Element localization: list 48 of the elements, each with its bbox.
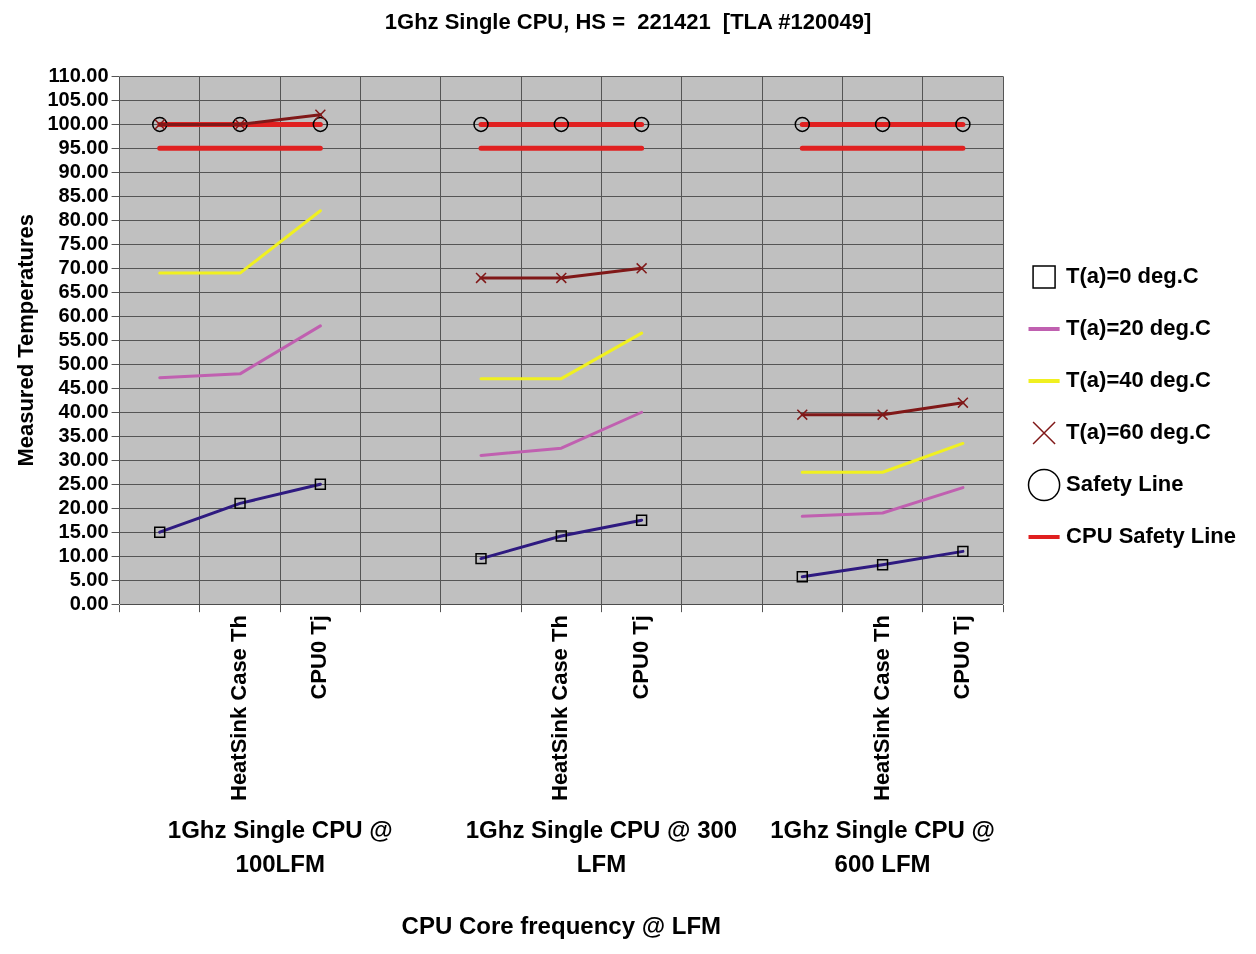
point (555, 272, 568, 284)
text: 1Ghz Single CPU @ 100LFM (167, 816, 393, 877)
point (957, 396, 969, 409)
y-tick-label: 25.00 (58, 471, 109, 494)
x-tick-label: HeatSink Case Th (868, 615, 894, 801)
y-tick-label: 5.00 (69, 567, 109, 590)
point (475, 272, 487, 284)
y-tick-label: 15.00 (58, 519, 109, 542)
y-tick-label: 105.00 (47, 87, 109, 110)
point (796, 408, 808, 421)
y-tick-label: 110.00 (48, 63, 109, 86)
chart-title: 1Ghz Single CPU, HS = 221421 [TLA #120049] (384, 9, 872, 35)
y-tick-label: 95.00 (58, 135, 109, 158)
point (314, 109, 327, 121)
legend-label: T(a)=0 deg.C (1066, 263, 1199, 289)
x-tick-label: HeatSink Case Th (547, 615, 573, 801)
point (876, 408, 889, 421)
y-tick-label: 40.00 (58, 399, 109, 422)
x-axis-title: CPU Core frequency @ LFM (401, 912, 722, 939)
x-tick-label: CPU0 Tj (948, 615, 974, 700)
y-axis-title: Measured Temperatures (13, 213, 39, 467)
y-tick-label: 80.00 (58, 207, 109, 230)
y-tick-label: 50.00 (58, 351, 109, 374)
y-tick-label: 10.00 (58, 543, 109, 566)
legend-label: Safety Line (1066, 471, 1184, 497)
x-tick-label: HeatSink Case Th (226, 615, 252, 801)
y-tick-label: 30.00 (58, 447, 109, 470)
y-tick-label: 35.00 (58, 423, 109, 446)
text: 1Ghz Single CPU @ 600 LFM (770, 816, 995, 877)
y-tick-label: 85.00 (58, 183, 109, 206)
y-tick-label: 45.00 (58, 375, 109, 398)
y-tick-label: 60.00 (58, 303, 109, 326)
legend-label: T(a)=20 deg.C (1066, 315, 1212, 341)
y-tick-label: 90.00 (58, 159, 109, 182)
y-tick-label: 70.00 (58, 255, 109, 278)
x-tick-label: CPU0 Tj (306, 615, 332, 700)
y-tick-label: 0.00 (69, 591, 109, 614)
legend-label: CPU Safety Line (1066, 523, 1237, 549)
y-tick-label: 75.00 (58, 231, 109, 254)
point (635, 262, 648, 275)
y-tick-label: 20.00 (58, 495, 109, 518)
y-tick-label: 55.00 (58, 327, 109, 350)
x-tick-label: CPU0 Tj (627, 615, 653, 700)
y-tick-label: 100.00 (47, 111, 109, 134)
legend-label: T(a)=40 deg.C (1066, 367, 1212, 393)
text: 1Ghz Single CPU @ 300 LFM (465, 816, 738, 877)
legend-label: T(a)=60 deg.C (1066, 419, 1212, 445)
y-tick-label: 65.00 (58, 279, 109, 302)
